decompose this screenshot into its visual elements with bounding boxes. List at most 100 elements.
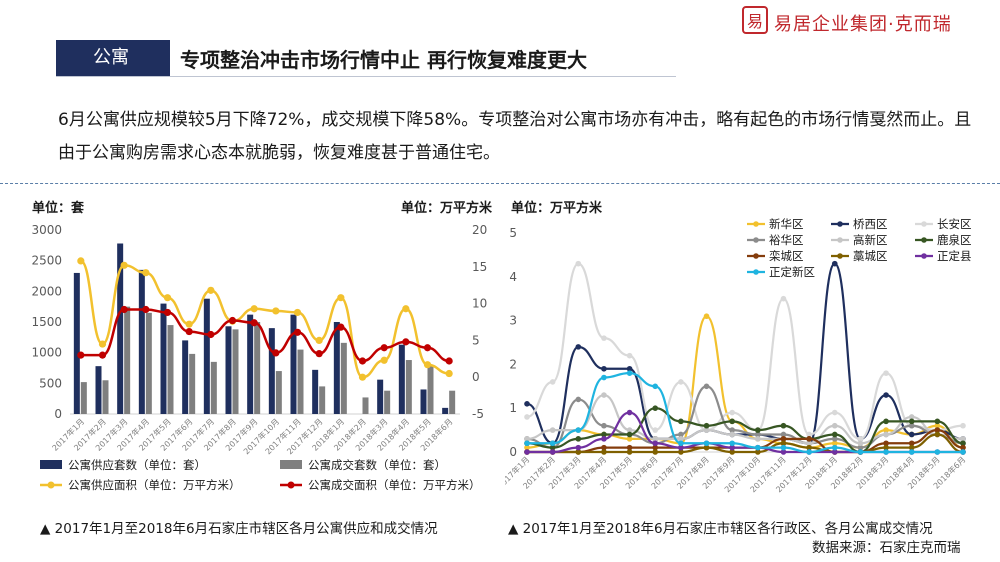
bar-deal [449,390,456,414]
series-point-4 [729,431,735,438]
legend-label: 桥西区 [853,217,888,231]
y-tick-label: 3 [509,314,517,328]
series-point-2 [883,370,889,376]
series-point-7 [575,449,582,455]
bar-supply [420,389,427,414]
point-deal-area [77,351,85,359]
series-point-2 [806,431,812,438]
series-point-4 [524,436,530,442]
series-point-8 [626,409,633,416]
right-tick-label: 20 [472,223,487,237]
series-point-7 [703,444,710,451]
series-point-1 [908,431,915,438]
series-point-4 [703,427,710,433]
series-point-3 [575,396,582,403]
point-supply-area [272,307,280,315]
legend-label: 裕华区 [769,233,804,247]
point-supply-area [207,286,215,294]
legend-swatch-dot [837,253,843,259]
section-tag: 公寓 [56,40,166,76]
series-point-8 [575,444,582,451]
series-point-7 [678,449,684,455]
series-point-5 [831,431,838,438]
legend-label: 新华区 [769,217,804,231]
series-point-6 [626,444,633,451]
point-deal-area [98,351,107,359]
legend-swatch [280,460,302,469]
series-point-6 [806,436,812,442]
point-supply-area [358,373,367,381]
series-point-2 [831,409,838,416]
page-title: 专项整治冲击市场行情中止 再行恢复难度更大 [180,48,587,72]
point-deal-area [380,344,388,352]
series-point-9 [883,449,889,455]
bar-deal [145,312,152,414]
series-point-5 [883,418,889,425]
series-point-2 [626,352,633,359]
series-point-3 [678,431,684,438]
series-point-7 [806,444,812,451]
series-point-8 [729,444,735,451]
series-point-2 [780,295,787,302]
series-point-4 [908,414,915,420]
bar-supply [203,298,210,414]
title-underline [56,76,676,77]
series-point-0 [883,427,889,433]
series-point-2 [857,436,864,442]
series-point-6 [960,444,966,451]
series-line-5 [526,407,964,454]
series-point-7 [652,449,659,455]
legend-label: 栾城区 [769,249,804,263]
point-deal-area [250,319,258,327]
legend-swatch-dot [837,221,843,227]
series-point-5 [626,431,633,438]
series-point-4 [857,440,864,447]
series-point-9 [934,449,941,455]
bar-deal [80,382,87,414]
series-point-4 [652,436,659,442]
series-line-4 [526,393,964,445]
bar-supply [225,326,232,414]
series-point-9 [626,370,633,376]
legend-swatch-dot [287,481,295,489]
series-point-4 [626,427,633,433]
series-point-9 [780,444,787,451]
series-point-9 [908,449,915,455]
legend-label: 公寓成交套数（单位：套） [308,458,446,472]
series-line-7 [527,433,964,454]
right-tick-label: 0 [472,370,480,384]
point-deal-area [445,357,453,365]
left-tick-label: 1000 [31,346,62,360]
right-axis-title: 单位：万平方米 [401,200,493,216]
series-point-2 [524,414,530,420]
bar-supply [160,303,167,414]
legend-label: 正定新区 [769,265,815,279]
left-tick-label: 3000 [31,223,62,237]
data-source: 数据来源：石家庄克而瑞 [812,540,961,556]
point-deal-area [272,349,280,357]
point-supply-area [163,294,172,302]
series-point-2 [601,335,607,341]
series-point-3 [857,444,864,451]
series-point-4 [883,431,889,438]
summary-text: 6月公寓供应规模较5月下降72%，成交规模下降58%。专项整治对公寓市场亦有冲击… [58,110,972,163]
series-point-0 [831,440,838,447]
bar-deal [124,306,131,414]
bar-deal [254,322,261,414]
bar-supply [333,322,340,414]
series-point-5 [755,427,761,433]
series-point-1 [626,365,633,372]
series-point-3 [908,422,915,429]
point-supply-area [315,336,323,344]
legend-swatch-dot [753,269,759,275]
bar-supply [268,328,275,414]
left-tick-label: 500 [39,376,62,390]
point-supply-area [380,356,388,364]
series-point-7 [601,449,607,455]
series-point-7 [729,449,735,455]
series-point-9 [524,440,530,447]
supply-deal-chart: 单位：套 单位：万平方米 0 500 1000 1500 2000 2500 3000 -5 0 5 1… [31,200,493,492]
legend-label: 鹿泉区 [937,233,972,247]
brand-name: 易居企业集团·克而瑞 [774,14,952,35]
series-point-4 [755,436,761,442]
